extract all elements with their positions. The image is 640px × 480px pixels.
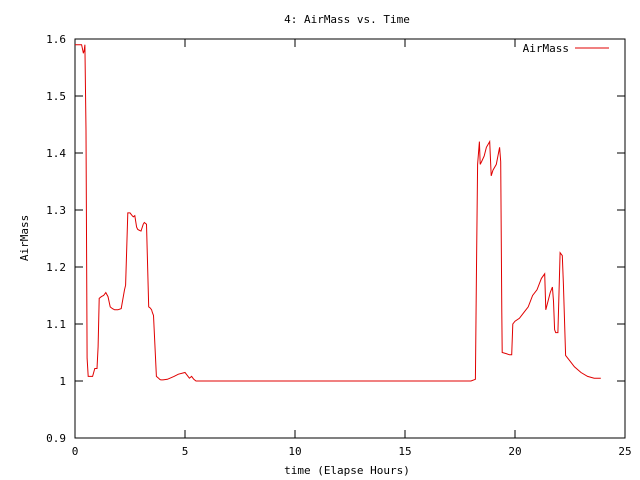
- y-tick-label: 1.2: [46, 261, 66, 274]
- legend: AirMass: [523, 42, 609, 55]
- x-tick-label: 5: [182, 445, 189, 458]
- y-tick-label: 0.9: [46, 432, 66, 445]
- x-tick-label: 10: [288, 445, 301, 458]
- y-axis-label: AirMass: [18, 215, 31, 261]
- y-tick-label: 1.5: [46, 90, 66, 103]
- legend-label: AirMass: [523, 42, 569, 55]
- y-tick-label: 1.3: [46, 204, 66, 217]
- x-tick-label: 0: [72, 445, 79, 458]
- y-tick-label: 1.4: [46, 147, 66, 160]
- x-tick-label: 20: [508, 445, 521, 458]
- y-tick-label: 1.6: [46, 33, 66, 46]
- y-tick-label: 1: [59, 375, 66, 388]
- y-tick-label: 1.1: [46, 318, 66, 331]
- x-tick-label: 25: [618, 445, 631, 458]
- tick-marks: [74, 38, 626, 439]
- tick-labels: 0 5 10 15 20 25 0.9 1 1.1 1.2 1.3 1.4 1.5 1.6: [46, 33, 632, 458]
- x-tick-label: 15: [398, 445, 411, 458]
- series-layer: [75, 44, 601, 382]
- plot-frame: [74, 38, 626, 439]
- x-axis-label: time (Elapse Hours): [284, 464, 410, 477]
- series-line-airmass: [75, 44, 601, 382]
- chart-title: 4: AirMass vs. Time: [284, 13, 410, 26]
